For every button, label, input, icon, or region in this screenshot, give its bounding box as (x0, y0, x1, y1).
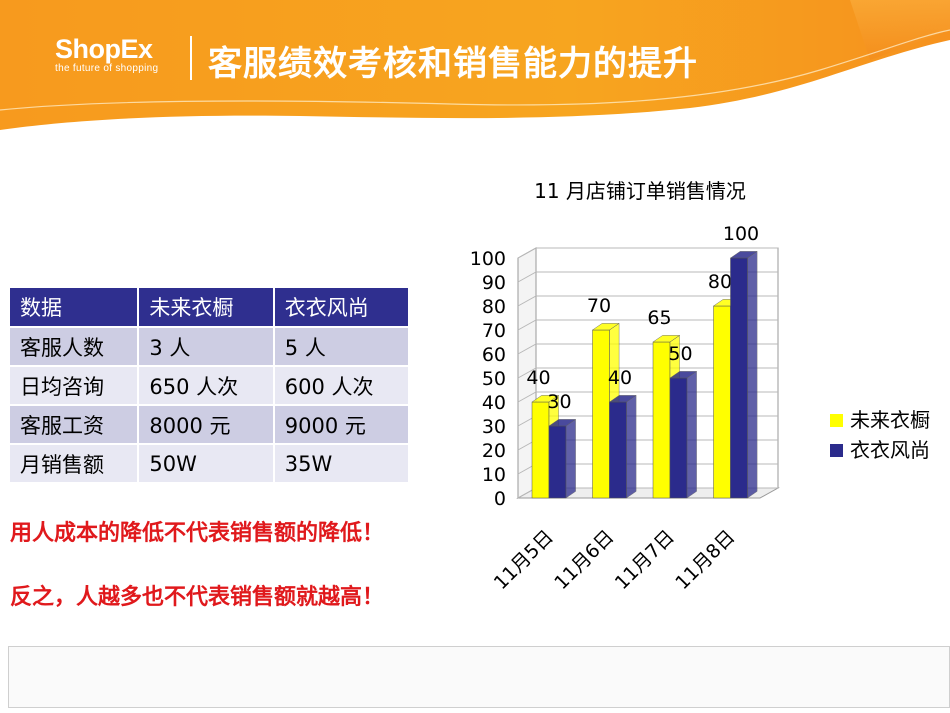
data-label: 80 (708, 271, 732, 293)
bar (592, 329, 610, 499)
shopex-logo: ShopEx the future of shopping (55, 34, 158, 74)
note-cost: 用人成本的降低不代表销售额的降低！ (10, 521, 385, 546)
bar-top (652, 335, 681, 343)
chart-gridline (517, 271, 778, 283)
legend-swatch (830, 444, 843, 457)
table-row: 客服工资 8000 元 9000 元 (10, 404, 408, 444)
table-header-cell: 未来衣橱 (138, 288, 275, 327)
table-cell: 3 人 (138, 326, 275, 366)
bar (669, 377, 688, 499)
legend-label: 未来衣橱 (850, 408, 930, 432)
logo-text: ShopEx (55, 34, 153, 64)
legend-label: 衣衣风尚 (850, 438, 930, 462)
bar (531, 401, 550, 499)
sales-bar-chart: 11 月店铺订单销售情况0102030405060708090100407065… (470, 179, 930, 594)
bar-side (747, 250, 758, 499)
y-tick-label: 10 (482, 464, 506, 486)
y-tick-label: 30 (482, 416, 506, 438)
table-cell: 日均咨询 (10, 365, 140, 405)
chart-gridline (517, 247, 778, 259)
page-title: 客服绩效考核和销售能力的提升 (208, 44, 698, 84)
data-label: 30 (547, 391, 571, 413)
data-label: 65 (647, 307, 671, 329)
chart-gridline (517, 343, 778, 355)
table-cell: 9000 元 (273, 404, 408, 444)
bar (548, 425, 567, 499)
bar-top (531, 395, 560, 403)
bar-top (548, 419, 577, 427)
table-cell: 月销售额 (10, 443, 140, 482)
bar (652, 341, 671, 499)
y-tick-label: 0 (494, 488, 506, 510)
table-row: 月销售额 50W 35W (10, 443, 408, 482)
y-tick-label: 40 (482, 392, 506, 414)
footer-box (8, 646, 950, 708)
bar-side (686, 370, 697, 499)
chart-gridline (517, 367, 778, 379)
header-divider (190, 36, 192, 80)
table-cell: 客服工资 (10, 404, 140, 444)
data-label: 40 (608, 367, 632, 389)
data-label: 70 (587, 295, 611, 317)
y-tick-label: 60 (482, 344, 506, 366)
bar (730, 257, 748, 499)
y-tick-label: 80 (482, 296, 506, 318)
chart-gridline (517, 391, 778, 403)
table-row: 客服人数 3 人 5 人 (10, 326, 408, 366)
table-cell: 5 人 (273, 326, 408, 366)
x-tick-label: 11月6日 (550, 526, 618, 594)
bar-top (669, 371, 698, 379)
table-header-row: 数据 未来衣橱 衣衣风尚 (10, 288, 408, 327)
chart-gridline (517, 319, 778, 331)
chart-gridline (517, 295, 778, 307)
chart-title: 11 月店铺订单销售情况 (534, 179, 746, 203)
table-cell: 600 人次 (273, 365, 408, 405)
bar-top (729, 251, 758, 259)
bar (713, 305, 731, 499)
y-tick-label: 20 (482, 440, 506, 462)
y-tick-label: 90 (482, 272, 506, 294)
bar-top (591, 323, 620, 331)
header-banner: ShopEx the future of shopping 客服绩效考核和销售能… (0, 0, 950, 132)
note-staff: 反之，人越多也不代表销售额就越高！ (10, 585, 385, 610)
table-header-cell: 数据 (10, 288, 140, 327)
table-header-cell: 衣衣风尚 (273, 288, 408, 327)
table-row: 日均咨询 650 人次 600 人次 (10, 365, 408, 405)
data-label: 50 (668, 343, 692, 365)
legend-swatch (830, 414, 843, 427)
y-tick-label: 70 (482, 320, 506, 342)
table-cell: 8000 元 (138, 404, 275, 444)
table-cell: 35W (273, 443, 408, 482)
data-label: 100 (723, 223, 759, 245)
x-tick-label: 11月8日 (671, 526, 739, 594)
comparison-table: 数据 未来衣橱 衣衣风尚 客服人数 3 人 5 人 日均咨询 650 人次 60… (10, 288, 408, 482)
table-cell: 客服人数 (10, 326, 140, 366)
bar-top (608, 395, 637, 403)
y-tick-label: 100 (470, 248, 506, 270)
x-tick-label: 11月5日 (490, 526, 558, 594)
data-label: 40 (526, 367, 550, 389)
header-background (0, 0, 950, 130)
bar (609, 401, 627, 499)
table-cell: 650 人次 (138, 365, 275, 405)
bar-side (565, 418, 576, 499)
logo-tagline: the future of shopping (55, 63, 159, 74)
x-tick-label: 11月7日 (611, 526, 679, 594)
bar-side (626, 394, 637, 499)
table-cell: 50W (138, 443, 275, 482)
y-tick-label: 50 (482, 368, 506, 390)
